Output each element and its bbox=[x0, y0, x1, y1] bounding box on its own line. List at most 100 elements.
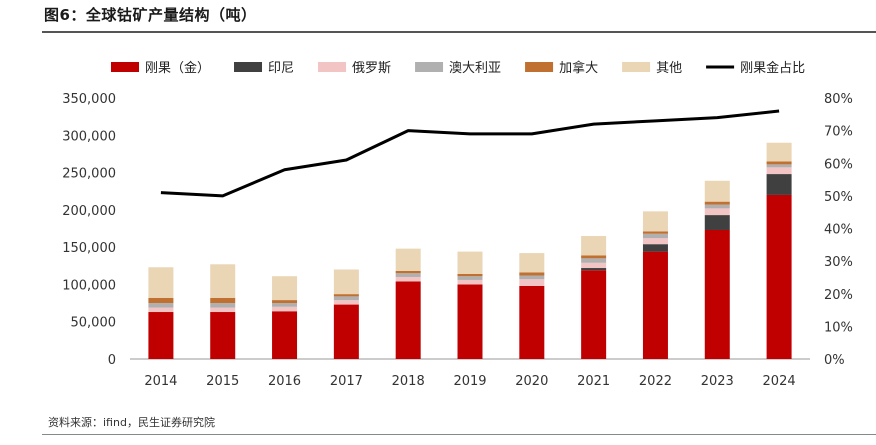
axes: 0 50,000 100,000 150,000 200,000 250,000 300,0… bbox=[62, 92, 853, 389]
legend-label: 加拿大 bbox=[559, 60, 598, 76]
x-tick-label: 2017 bbox=[330, 374, 363, 389]
y-right-tick-label: 80% bbox=[824, 92, 853, 107]
bar-segment bbox=[581, 235, 607, 256]
bar-segment bbox=[457, 251, 483, 274]
bar-segment bbox=[148, 312, 174, 359]
x-tick-label: 2023 bbox=[701, 374, 734, 389]
bar-segment bbox=[333, 296, 359, 301]
bar-segment bbox=[704, 208, 730, 216]
bar-segment bbox=[333, 294, 359, 297]
bar-segment bbox=[766, 167, 792, 175]
y-right-tick-label: 70% bbox=[824, 125, 853, 140]
bar-segment bbox=[581, 258, 607, 263]
title-divider bbox=[42, 31, 876, 33]
bar-segment bbox=[766, 142, 792, 162]
bar-segment bbox=[272, 300, 298, 304]
ratio-line-path bbox=[160, 109, 780, 198]
legend-label: 刚果（金） bbox=[145, 60, 210, 76]
bar-segment bbox=[766, 161, 792, 165]
y-left-tick-label: 100,000 bbox=[62, 278, 116, 293]
bar-segment bbox=[704, 215, 730, 230]
bar-segment bbox=[272, 276, 298, 301]
y-right-tick-label: 10% bbox=[824, 320, 853, 335]
bar-segment bbox=[457, 273, 483, 277]
x-tick-label: 2014 bbox=[144, 374, 177, 389]
bar-segment bbox=[333, 269, 359, 295]
bar-segment bbox=[210, 297, 236, 304]
bar-segment bbox=[766, 164, 792, 168]
bar-segment bbox=[148, 303, 174, 308]
y-right-tick-label: 0% bbox=[824, 353, 845, 368]
footer-divider bbox=[42, 434, 876, 435]
x-tick-label: 2016 bbox=[268, 374, 301, 389]
y-right-tick-label: 60% bbox=[824, 157, 853, 172]
bar-segment bbox=[766, 194, 792, 359]
bar-segment bbox=[457, 276, 483, 280]
x-tick-label: 2019 bbox=[453, 374, 486, 389]
bar-segment bbox=[581, 270, 607, 359]
bar-segment bbox=[642, 251, 668, 359]
bar-segment bbox=[457, 279, 483, 285]
bar-segment bbox=[210, 303, 236, 308]
bars bbox=[148, 142, 792, 359]
bar-segment bbox=[333, 300, 359, 305]
legend-label: 俄罗斯 bbox=[352, 61, 391, 76]
y-left-tick-label: 200,000 bbox=[62, 204, 116, 219]
bar-segment bbox=[148, 307, 174, 313]
bar-segment bbox=[210, 307, 236, 313]
legend-swatch bbox=[525, 62, 554, 72]
bar-segment bbox=[148, 297, 174, 304]
bar-segment bbox=[642, 231, 668, 234]
bar-segment bbox=[395, 271, 421, 274]
x-tick-label: 2020 bbox=[515, 374, 548, 389]
figure-title: 图6：全球钴矿产量结构（吨） bbox=[44, 6, 257, 24]
x-tick-label: 2022 bbox=[639, 374, 672, 389]
y-left-tick-label: 250,000 bbox=[62, 167, 116, 182]
bar-segment bbox=[519, 279, 545, 286]
x-tick-label: 2015 bbox=[206, 374, 239, 389]
bar-segment bbox=[272, 311, 298, 359]
legend: 刚果（金） 印尼 俄罗斯 澳大利亚 加拿大 其他 刚果金占比 bbox=[111, 60, 805, 76]
bar-segment bbox=[272, 306, 298, 312]
legend-swatch bbox=[111, 62, 139, 72]
bar-segment bbox=[457, 284, 483, 359]
bar-segment bbox=[148, 267, 174, 298]
y-left-tick-label: 350,000 bbox=[62, 92, 116, 107]
bar-segment bbox=[519, 272, 545, 276]
y-left-tick-label: 50,000 bbox=[71, 316, 117, 331]
y-left-tick-label: 300,000 bbox=[62, 129, 116, 144]
bar-segment bbox=[210, 264, 236, 298]
y-right-tick-label: 50% bbox=[824, 190, 853, 205]
bar-segment bbox=[395, 276, 421, 282]
bar-segment bbox=[642, 244, 668, 252]
x-tick-label: 2021 bbox=[577, 374, 610, 389]
legend-swatch bbox=[234, 62, 263, 72]
x-tick-label: 2024 bbox=[763, 374, 796, 389]
bar-segment bbox=[642, 211, 668, 232]
bar-segment bbox=[333, 304, 359, 359]
bar-segment bbox=[581, 268, 607, 271]
bar-segment bbox=[395, 248, 421, 272]
legend-swatch bbox=[622, 62, 651, 72]
bar-segment bbox=[642, 238, 668, 245]
y-right-tick-label: 20% bbox=[824, 288, 853, 303]
bar-segment bbox=[519, 275, 545, 280]
legend-swatch bbox=[318, 62, 347, 72]
legend-label: 澳大利亚 bbox=[449, 60, 501, 76]
bar-segment bbox=[581, 255, 607, 259]
bar-segment bbox=[704, 204, 730, 209]
bar-segment bbox=[704, 180, 730, 202]
bar-segment bbox=[519, 285, 545, 359]
bar-segment bbox=[395, 273, 421, 277]
legend-label: 刚果金占比 bbox=[740, 60, 805, 76]
y-right-tick-label: 30% bbox=[824, 255, 853, 270]
y-right-tick-label: 40% bbox=[824, 223, 853, 238]
bar-segment bbox=[581, 262, 607, 269]
bar-segment bbox=[642, 233, 668, 239]
y-left-tick-label: 0 bbox=[108, 353, 116, 368]
ratio-line bbox=[160, 109, 780, 198]
y-left-tick-label: 150,000 bbox=[62, 241, 116, 256]
bar-segment bbox=[766, 174, 792, 195]
bar-segment bbox=[210, 312, 236, 359]
bar-segment bbox=[704, 201, 730, 205]
